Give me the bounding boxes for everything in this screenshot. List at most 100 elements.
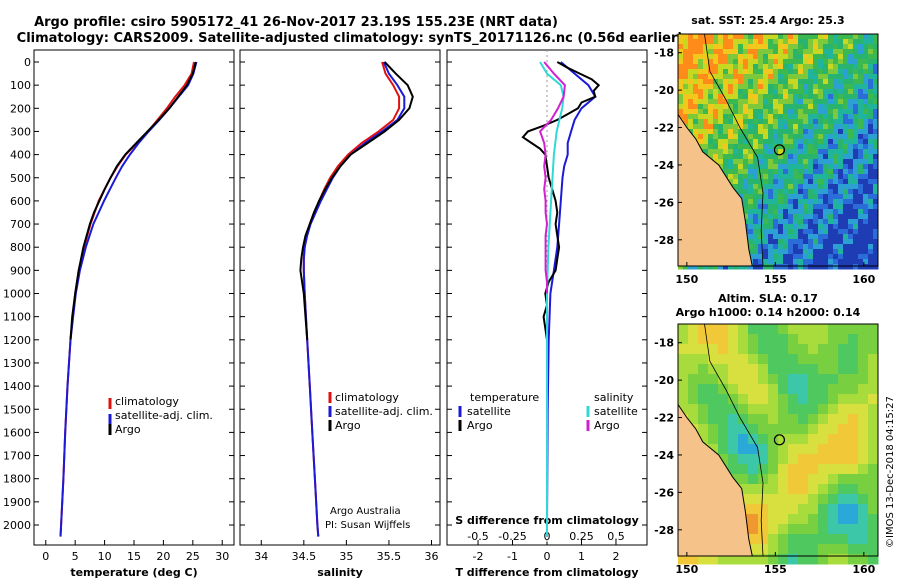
map-cell (738, 89, 744, 95)
map-cell (808, 434, 819, 445)
map-cell (758, 64, 764, 70)
map-cell (773, 224, 779, 230)
map-cell (848, 324, 859, 335)
title-line-2: Climatology: CARS2009. Satellite-adjuste… (17, 31, 684, 46)
map-cell (708, 134, 714, 140)
map-cell (728, 54, 734, 60)
map-cell (728, 49, 734, 55)
map-cell (678, 89, 684, 95)
map-cell (833, 164, 839, 170)
map-cell (703, 59, 709, 65)
map-cell (838, 204, 844, 210)
map-cell (798, 194, 804, 200)
map-cell (758, 424, 769, 435)
map-cell (703, 99, 709, 105)
map-cell (768, 89, 774, 95)
map-cell (773, 169, 779, 175)
map-cell (783, 149, 789, 155)
legend-label-climatology: climatology (335, 391, 399, 404)
map-cell (813, 254, 819, 260)
legend-title-temperature: temperature (470, 391, 539, 404)
lon-tick-label: 155 (764, 563, 787, 576)
map-cell (868, 494, 879, 505)
map-cell (748, 69, 754, 75)
map-cell (788, 84, 794, 90)
map-cell (838, 504, 849, 515)
map-cell (728, 99, 734, 105)
map-cell (678, 49, 684, 55)
map-cell (858, 394, 869, 405)
map-cell (853, 249, 859, 255)
map-cell (758, 344, 769, 355)
map-cell (838, 194, 844, 200)
map-cell (743, 174, 749, 180)
x-tick-label: 36 (424, 550, 438, 563)
map-cell (693, 54, 699, 60)
map-cell (678, 64, 684, 70)
map-cell (778, 239, 784, 245)
map-cell (813, 209, 819, 215)
map-cell (808, 184, 814, 190)
map-cell (768, 144, 774, 150)
map-cell (743, 99, 749, 105)
map-cell (848, 224, 854, 230)
map-cell (768, 74, 774, 80)
map-cell (743, 109, 749, 115)
map-cell (728, 384, 739, 395)
map-cell (688, 89, 694, 95)
map-cell (783, 174, 789, 180)
map-cell (738, 174, 744, 180)
map-cell (823, 39, 829, 45)
map-cell (783, 194, 789, 200)
map-cell (858, 259, 864, 265)
map-cell (858, 74, 864, 80)
map-cell (708, 154, 714, 160)
map-cell (778, 219, 784, 225)
map-cell (758, 474, 769, 485)
map-cell (708, 129, 714, 135)
map-cell (773, 254, 779, 260)
map-cell (818, 224, 824, 230)
map-cell (843, 69, 849, 75)
map-cell (813, 104, 819, 110)
map-cell (798, 259, 804, 265)
map-cell (798, 154, 804, 160)
sst-map: sat. SST: 25.4 Argo: 25.3 150 155 160-18-2… (654, 14, 879, 286)
map-cell (823, 44, 829, 50)
map-cell (783, 169, 789, 175)
map-cell (868, 154, 874, 160)
map-cell (678, 99, 684, 105)
map-cell (753, 144, 759, 150)
map-cell (723, 124, 729, 130)
map-cell (678, 79, 684, 85)
map-cell (823, 104, 829, 110)
map-cell (743, 149, 749, 155)
map-cell (818, 154, 824, 160)
map-cell (868, 504, 879, 515)
map-cell (783, 239, 789, 245)
map-cell (863, 129, 869, 135)
map-cell (798, 209, 804, 215)
map-cell (843, 224, 849, 230)
map-cell (843, 64, 849, 70)
map-cell (853, 259, 859, 265)
map-cell (723, 64, 729, 70)
map-cell (778, 474, 789, 485)
map-cell (758, 524, 769, 535)
map-cell (743, 34, 749, 40)
map-cell (873, 234, 879, 240)
map-cell (873, 94, 879, 100)
map-cell (738, 79, 744, 85)
map-cell (743, 139, 749, 145)
map-cell (848, 364, 859, 375)
y-tick-label: 1500 (3, 403, 31, 416)
map-cell (833, 179, 839, 185)
map-cell (693, 79, 699, 85)
map-cell (788, 534, 799, 545)
map-cell (793, 49, 799, 55)
map-cell (703, 144, 709, 150)
sst-map-title: sat. SST: 25.4 Argo: 25.3 (691, 14, 844, 27)
map-cell (763, 44, 769, 50)
map-cell (678, 404, 689, 415)
map-cell (818, 554, 829, 565)
